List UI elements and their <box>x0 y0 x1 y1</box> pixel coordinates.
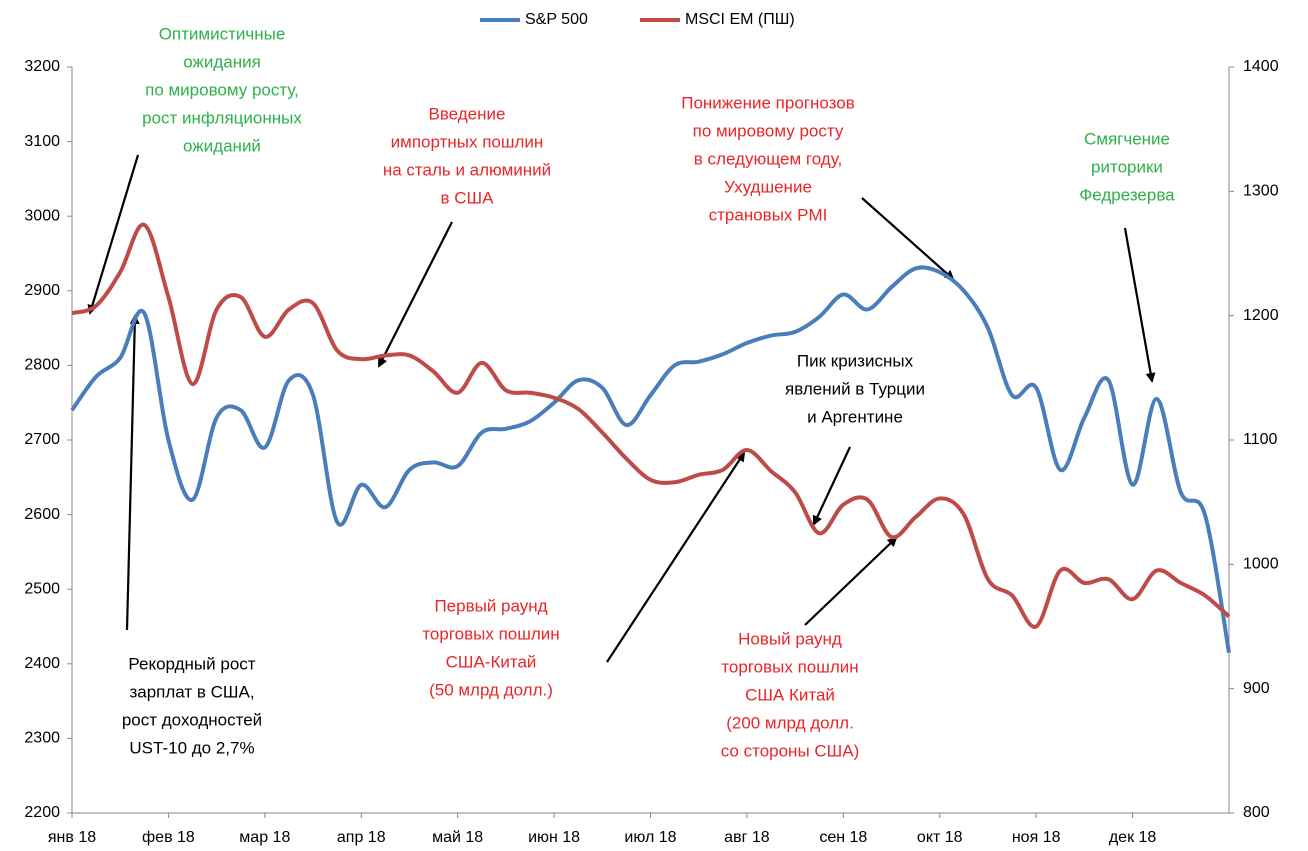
arrow <box>804 536 898 626</box>
annotation-line: Ухудшение <box>724 177 812 196</box>
legend-label: MSCI EM (ПШ) <box>685 11 795 28</box>
annotation-line: Оптимистичные <box>159 24 286 43</box>
annotation-line: страновых PMI <box>709 205 828 224</box>
annotation-line: Первый раунд <box>434 596 547 615</box>
legend-label: S&P 500 <box>525 11 588 28</box>
y-tick-label: 2800 <box>24 357 60 374</box>
annotation: Новый раунд торговых пошлин США Китай (200 … <box>721 629 860 760</box>
series-line <box>70 265 1231 653</box>
annotation: Понижение прогнозов по мировому росту в сл… <box>681 93 855 224</box>
annotation-line: импортных пошлин <box>391 132 544 151</box>
annotation-line: по мировому росту, <box>145 80 299 99</box>
y-tick-label: 3200 <box>24 58 60 75</box>
annotation-line: по мировому росту <box>693 121 844 140</box>
x-tick-label: окт 18 <box>917 829 963 846</box>
arrow <box>125 314 140 631</box>
annotation-line: Рекордный рост <box>128 654 255 673</box>
arrow <box>606 451 746 663</box>
annotation-line: (50 млрд долл.) <box>429 680 553 699</box>
y-tick-label: 2900 <box>24 282 60 299</box>
annotation-line: ожидания <box>183 52 261 71</box>
y-tick-label: 2400 <box>24 655 60 672</box>
annotation-line: Введение <box>429 104 506 123</box>
annotation-line: в США <box>441 188 495 207</box>
annotation-line: Пик кризисных <box>797 351 914 370</box>
arrow <box>861 197 955 281</box>
x-tick-label: фев 18 <box>142 829 195 846</box>
annotation-line: зарплат в США, <box>129 682 254 701</box>
y-tick-label: 2200 <box>24 804 60 821</box>
x-tick-label: сен 18 <box>819 829 867 846</box>
annotation-line: (200 млрд долл. <box>726 713 854 732</box>
annotation-line: в следующем году, <box>694 149 842 168</box>
annotation: Рекордный рост зарплат в США, рост доходно… <box>122 654 262 757</box>
annotation-line: торговых пошлин <box>721 657 858 676</box>
annotation-line: США-Китай <box>446 652 537 671</box>
x-tick-label: дек 18 <box>1109 829 1157 846</box>
y2-tick-label: 900 <box>1243 680 1270 697</box>
annotation-line: явлений в Турции <box>785 379 925 398</box>
y2-tick-label: 1400 <box>1243 58 1279 75</box>
y2-tick-label: 800 <box>1243 804 1270 821</box>
annotation-line: Понижение прогнозов <box>681 93 855 112</box>
annotation-line: США Китай <box>745 685 835 704</box>
y2-tick-label: 1200 <box>1243 307 1279 324</box>
x-tick-label: ноя 18 <box>1012 829 1061 846</box>
annotation-line: рост инфляционных <box>142 108 302 127</box>
annotation-line: UST-10 до 2,7% <box>129 738 254 757</box>
arrow <box>378 221 453 368</box>
annotation-line: на сталь и алюминий <box>383 160 551 179</box>
y2-tick-label: 1300 <box>1243 183 1279 200</box>
y-tick-label: 3000 <box>24 207 60 224</box>
annotation-line: риторики <box>1091 157 1163 176</box>
annotation-line: со стороны США) <box>721 741 860 760</box>
x-tick-label: мар 18 <box>239 829 290 846</box>
series-line <box>71 222 1231 629</box>
y-tick-label: 3100 <box>24 133 60 150</box>
annotation-line: Федрезерва <box>1079 185 1175 204</box>
arrows <box>87 154 1156 663</box>
annotation: Пик кризисных явлений в Турции и Аргентине <box>785 351 925 426</box>
annotation: Первый раунд торговых пошлин США-Китай (50 … <box>422 596 559 699</box>
y2-tick-label: 1000 <box>1243 556 1279 573</box>
y-tick-label: 2600 <box>24 506 60 523</box>
x-tick-label: май 18 <box>432 829 483 846</box>
x-tick-label: авг 18 <box>724 829 770 846</box>
arrow <box>87 154 140 315</box>
annotation-line: Смягчение <box>1084 129 1170 148</box>
annotation-line: ожиданий <box>183 136 261 155</box>
annotation: Оптимистичные ожидания по мировому росту, р… <box>142 24 302 155</box>
y2-tick-label: 1100 <box>1243 431 1278 448</box>
arrow <box>812 446 851 526</box>
x-tick-label: июл 18 <box>624 829 676 846</box>
y-tick-label: 2300 <box>24 730 60 747</box>
x-tick-label: янв 18 <box>48 829 96 846</box>
annotation-line: и Аргентине <box>807 407 903 426</box>
y-tick-label: 2500 <box>24 580 60 597</box>
y-tick-label: 2700 <box>24 431 60 448</box>
x-tick-label: июн 18 <box>528 829 580 846</box>
annotation: Введение импортных пошлин на сталь и алюми… <box>383 104 551 207</box>
annotation: Смягчение риторики Федрезерва <box>1079 129 1175 204</box>
x-tick-label: апр 18 <box>337 829 386 846</box>
annotation-line: торговых пошлин <box>422 624 559 643</box>
annotation-line: рост доходностей <box>122 710 262 729</box>
annotation-line: Новый раунд <box>738 629 842 648</box>
arrow <box>1123 227 1156 383</box>
